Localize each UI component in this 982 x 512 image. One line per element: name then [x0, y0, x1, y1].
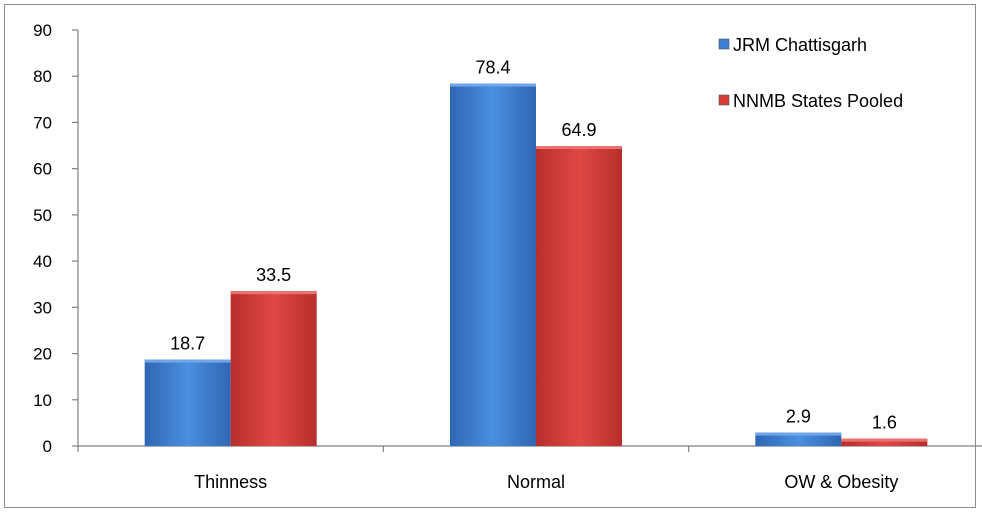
- legend-label: NNMB States Pooled: [733, 91, 903, 111]
- y-tick-label: 70: [33, 113, 52, 132]
- data-label: 33.5: [256, 265, 291, 285]
- category-label: OW & Obesity: [784, 472, 898, 492]
- y-tick-label: 20: [33, 345, 52, 364]
- bar-top-highlight: [230, 291, 317, 295]
- y-tick-label: 80: [33, 67, 52, 86]
- category-label: Normal: [507, 472, 565, 492]
- bar: [144, 359, 231, 446]
- bar-top-highlight: [144, 359, 231, 363]
- bar-top-highlight: [755, 432, 842, 436]
- bar: [230, 291, 317, 446]
- bar-top-highlight: [536, 146, 622, 150]
- bar: [536, 146, 622, 447]
- data-label: 64.9: [561, 120, 596, 140]
- bar: [755, 432, 842, 446]
- bar-top-highlight: [841, 438, 928, 442]
- y-tick-label: 10: [33, 391, 52, 410]
- y-tick-label: 90: [33, 21, 52, 40]
- bar-top-highlight: [450, 83, 536, 87]
- y-tick-label: 40: [33, 252, 52, 271]
- y-tick-label: 0: [43, 437, 52, 456]
- legend-label: JRM Chattisgarh: [733, 35, 867, 55]
- bar: [450, 83, 536, 447]
- y-tick-label: 50: [33, 206, 52, 225]
- bar: [841, 438, 928, 446]
- legend-swatch: [718, 94, 730, 106]
- data-label: 18.7: [170, 334, 205, 354]
- legend-swatch: [718, 38, 730, 50]
- data-label: 1.6: [872, 413, 897, 433]
- data-label: 2.9: [786, 407, 811, 427]
- y-tick-label: 30: [33, 298, 52, 317]
- data-label: 78.4: [475, 58, 510, 78]
- category-label: Thinness: [194, 472, 267, 492]
- y-tick-label: 60: [33, 160, 52, 179]
